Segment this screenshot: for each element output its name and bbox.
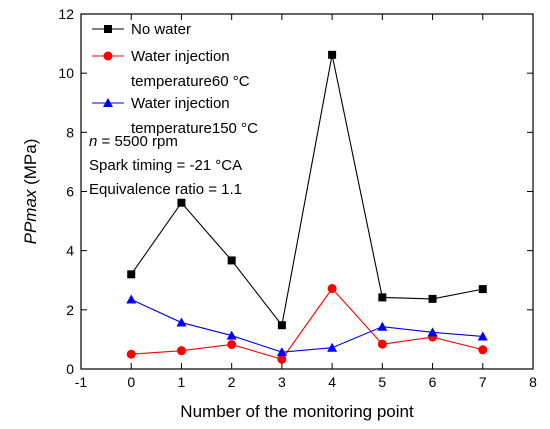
series-1 <box>127 50 487 330</box>
series-1-point <box>177 198 186 207</box>
y-axis-title-part: (MPa) <box>21 139 40 190</box>
series-layer <box>126 50 488 364</box>
series-3-point <box>427 327 438 337</box>
series-1-point <box>227 256 236 265</box>
series-2-point <box>377 339 387 349</box>
x-tick-label: -1 <box>75 374 88 390</box>
series-2-point <box>176 346 186 356</box>
legend-marker <box>103 98 113 107</box>
annotations: n = 5500 rpm Spark timing = -21 °CA Equiva… <box>89 133 242 198</box>
legend-entry-2: Water injection temperature60 °C <box>92 48 250 90</box>
y-tick-label: 12 <box>58 6 74 22</box>
annotation-3: Equivalence ratio = 1.1 <box>89 181 242 198</box>
x-tick-label: 3 <box>278 374 286 390</box>
series-3-point <box>276 347 287 357</box>
annotation-3-part: Equivalence ratio = 1.1 <box>89 181 242 198</box>
series-3-line <box>130 298 483 353</box>
x-tick-label: 1 <box>178 374 186 390</box>
legend-marker <box>104 25 112 33</box>
annotation-1-part: = 5500 rpm <box>97 133 177 150</box>
legend-label: No water <box>131 21 191 38</box>
series-3-point <box>377 321 388 331</box>
y-tick-label: 2 <box>66 302 74 318</box>
legend-label: Water injection <box>131 95 230 112</box>
series-2-point <box>126 349 136 359</box>
series-3-point <box>226 330 237 340</box>
x-axis-title: Number of the monitoring point <box>180 402 414 421</box>
legend-entry-3: Water injection temperature150 °C <box>92 95 258 137</box>
series-1-point <box>328 50 337 59</box>
series-2-point <box>327 284 337 294</box>
x-tick-label: 7 <box>479 374 487 390</box>
y-tick-label: 10 <box>58 65 74 81</box>
y-tick-label: 4 <box>66 243 74 259</box>
y-tick-label: 0 <box>66 361 74 377</box>
annotation-2: Spark timing = -21 °CA <box>89 157 242 174</box>
series-3-point <box>477 331 488 341</box>
annotation-1: n = 5500 rpm <box>89 133 178 150</box>
y-axis-title: PPmax (MPa) <box>21 139 40 245</box>
series-3-point <box>126 294 137 304</box>
series-2-point <box>277 354 287 364</box>
legend-label: temperature150 °C <box>131 120 258 137</box>
series-2-point <box>227 339 237 349</box>
series-2-line <box>131 287 483 360</box>
series-1-point <box>277 321 286 330</box>
series-2 <box>126 284 488 364</box>
series-1-line <box>130 54 483 327</box>
x-tick-label: 2 <box>228 374 236 390</box>
legend-label: Water injection <box>131 48 230 65</box>
x-tick-label: 5 <box>378 374 386 390</box>
series-3-point <box>327 342 338 352</box>
legend-entry-1: No water <box>92 21 191 38</box>
x-tick-label: 6 <box>429 374 437 390</box>
series-1-point <box>428 294 437 303</box>
y-tick-label: 8 <box>66 124 74 140</box>
y-tick-label: 6 <box>66 184 74 200</box>
legend-marker <box>103 51 113 61</box>
x-tick-label: 8 <box>529 374 537 390</box>
series-1-point <box>478 285 487 294</box>
series-1-point <box>127 270 136 279</box>
x-tick-label: 0 <box>127 374 135 390</box>
series-2-point <box>478 345 488 355</box>
series-3-point <box>176 317 187 327</box>
series-3 <box>126 294 488 357</box>
series-1-point <box>378 293 387 302</box>
annotation-1-part: n <box>89 133 97 150</box>
x-tick-label: 4 <box>328 374 336 390</box>
legend-label: temperature60 °C <box>131 73 250 90</box>
annotation-2-part: Spark timing = -21 °CA <box>89 157 242 174</box>
y-axis-title-part: PPmax <box>21 189 40 244</box>
